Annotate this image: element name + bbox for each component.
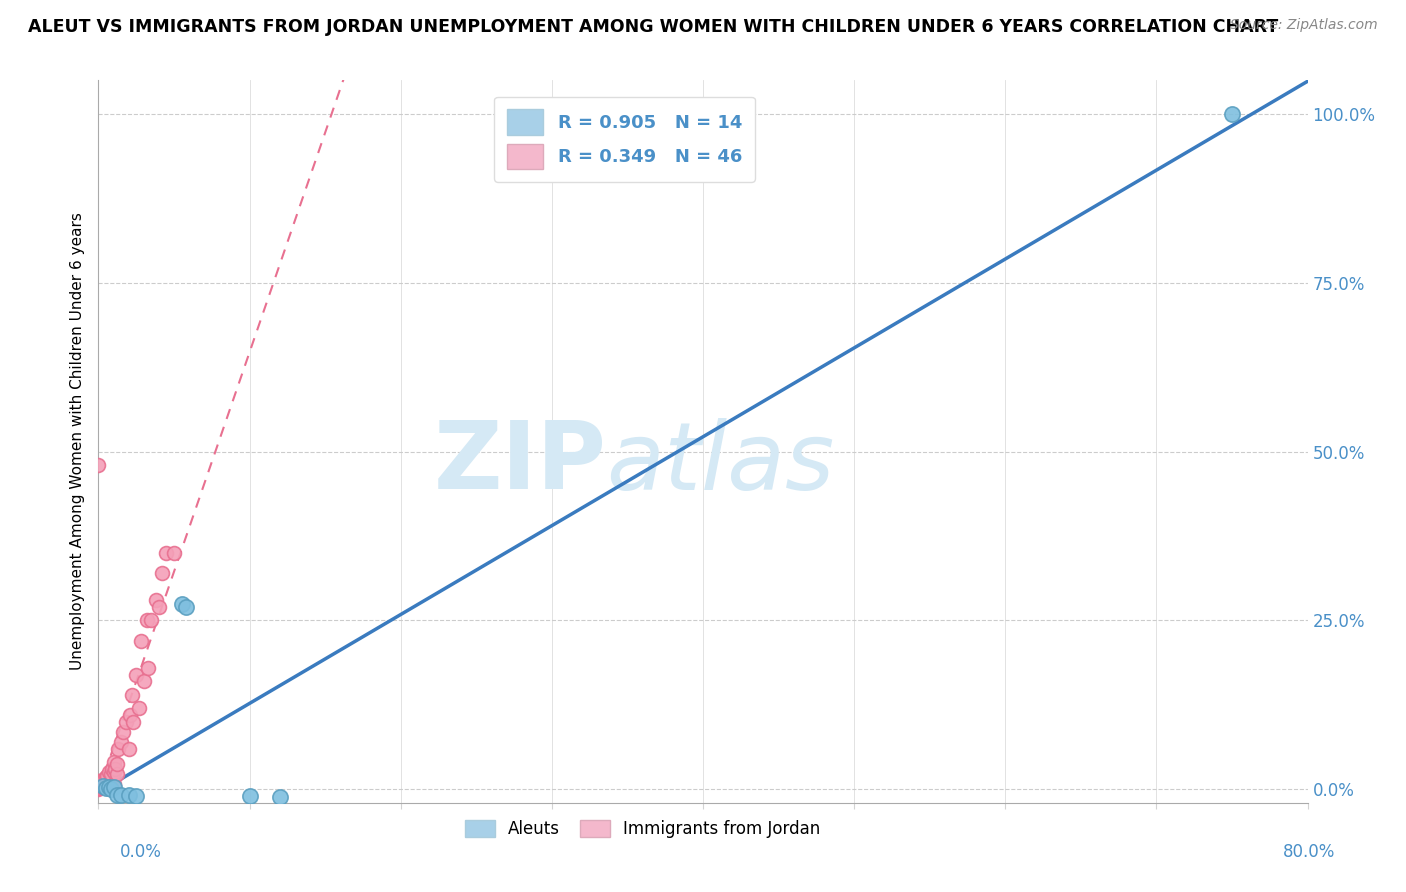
Point [269,790,291,805]
Point [94,780,117,795]
Point [87,774,110,789]
Point [94,777,117,791]
Point [136,661,159,675]
Point [114,714,136,729]
Point [129,633,152,648]
Point [103,777,125,791]
Point [98,780,121,795]
Point [94,770,117,784]
Point [125,667,148,681]
Point [101,762,124,776]
Point [128,701,150,715]
Point [87,779,110,793]
Text: 80.0%: 80.0% [1284,843,1336,861]
Point [174,599,197,614]
Point [103,756,125,770]
Point [141,614,163,628]
Point [145,593,167,607]
Point [93,772,115,787]
Point [105,788,128,802]
Point [87,782,110,797]
Text: atlas: atlas [606,417,835,508]
Point [100,774,122,789]
Point [118,741,141,756]
Point [90,777,112,791]
Point [150,566,173,581]
Point [118,788,141,802]
Point [87,458,110,472]
Point [87,777,110,791]
Point [170,597,193,611]
Point [105,756,128,771]
Point [122,714,145,729]
Text: ALEUT VS IMMIGRANTS FROM JORDAN UNEMPLOYMENT AMONG WOMEN WITH CHILDREN UNDER 6 Y: ALEUT VS IMMIGRANTS FROM JORDAN UNEMPLOY… [28,18,1278,36]
Point [110,788,132,802]
Point [93,779,115,793]
Point [105,767,128,781]
Point [98,765,121,780]
Point [107,741,129,756]
Point [125,789,148,803]
Point [1220,107,1243,121]
Text: Source: ZipAtlas.com: Source: ZipAtlas.com [1230,18,1378,32]
Point [91,775,114,789]
Point [135,614,157,628]
Point [239,789,262,803]
Point [91,779,114,793]
Point [103,780,125,795]
Text: ZIP: ZIP [433,417,606,509]
Point [98,777,121,791]
Point [155,546,177,560]
Point [132,674,155,689]
Y-axis label: Unemployment Among Women with Children Under 6 years: Unemployment Among Women with Children U… [69,212,84,671]
Point [111,725,134,739]
Point [100,782,122,797]
Point [103,765,125,780]
Point [163,546,186,560]
Point [94,780,117,795]
Point [90,780,112,795]
Point [110,735,132,749]
Point [120,708,142,723]
Point [96,769,118,783]
Point [100,767,122,781]
Legend: Aleuts, Immigrants from Jordan: Aleuts, Immigrants from Jordan [458,814,827,845]
Text: 0.0%: 0.0% [120,843,162,861]
Point [104,762,127,776]
Point [148,599,170,614]
Point [121,688,143,702]
Point [87,780,110,795]
